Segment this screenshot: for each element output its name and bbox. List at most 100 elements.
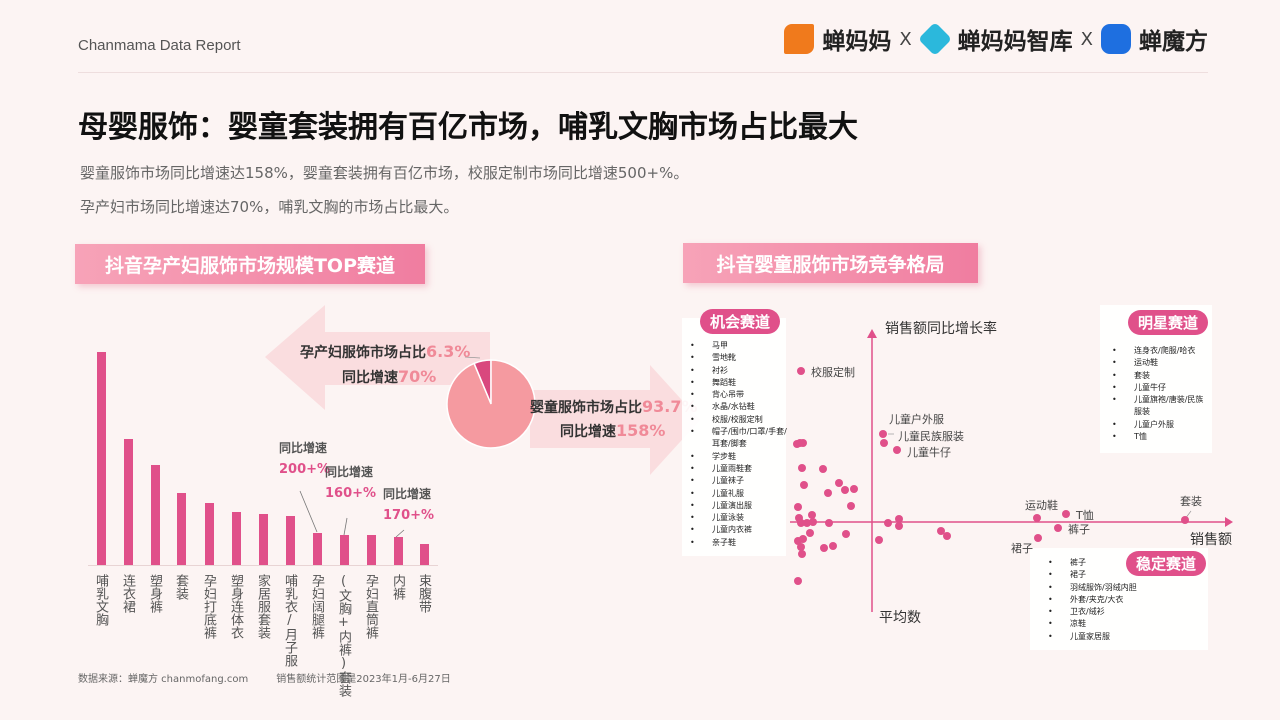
separator: X [1080,28,1093,50]
scatter-point [825,519,833,527]
scatter-point [794,577,802,585]
scatter-point [884,519,892,527]
scatter-point [850,485,858,493]
bar-label: 哺乳衣/月子服 [282,574,297,667]
scatter-point-labeled [797,367,805,375]
bar [176,492,186,565]
list-item: 儿童户外服 [1112,419,1206,432]
list-item: 儿童雨鞋套 [690,463,792,476]
point-label: 儿童户外服 [889,413,944,426]
bar [258,513,268,565]
bar-label: (文胸+内裤)套装 [336,574,351,697]
scatter-point [829,542,837,550]
source-text: 数据来源：蝉魔方 chanmofang.com [78,674,249,685]
scatter-point [820,544,828,552]
left-arrow [265,305,490,410]
bar-label: 连衣裙 [120,574,135,613]
list-item: 凉鞋 [1048,618,1190,631]
bar-label: 孕妇阔腿裤 [309,574,324,639]
scatter-point [808,511,816,519]
scatter-point-labeled [893,446,901,454]
scatter-point [798,550,806,558]
list-item: 衬衫 [690,365,792,378]
list-item: 裙子 [1048,569,1190,582]
point-label: 运动鞋 [1025,499,1058,512]
scatter-point-labeled [880,439,888,447]
list-item: 运动鞋 [1112,357,1206,370]
partner-logos: 蝉妈妈 X 蝉妈妈智库 X 蝉魔方 [784,22,1208,56]
annotation-2: 同比增速 160+% [325,465,377,501]
scatter-point [943,532,951,540]
bar [393,537,403,565]
maternal-share-label: 孕产妇服饰市场占比6.3% [300,342,471,361]
bar-label: 塑身裤 [147,574,162,613]
bar [96,352,106,565]
bar-label: 塑身连体衣 [228,574,243,639]
list-item: 套装 [1112,370,1206,383]
point-label: 套装 [1180,495,1202,508]
scatter-point [803,519,811,527]
origin-label: 平均数 [879,610,921,626]
bar-label: 哺乳文胸 [93,574,108,626]
point-label: T恤 [1076,509,1094,522]
annotation-3: 同比增速 170+% [383,487,435,523]
opportunity-list: 马甲雪地靴衬衫舞蹈鞋背心吊带水晶/水钻鞋校服/校服定制帽子/围巾/口罩/手套/耳… [690,340,792,549]
scatter-point-labeled [1034,534,1042,542]
right-arrow [530,365,700,475]
bar [312,533,322,565]
bar-label: 孕妇直筒裤 [363,574,378,639]
scatter-point [799,439,807,447]
list-item: 儿童泳装 [690,512,792,525]
bar [150,464,160,565]
logo-chanmofang: 蝉魔方 [1139,29,1208,55]
y-axis-arrow [867,329,877,338]
bar [285,516,295,565]
list-item: 裤子 [1048,557,1190,570]
list-item: 学步鞋 [690,451,792,464]
footer: 数据来源：蝉魔方 chanmofang.com 销售额统计范围是2023年1月-6… [78,670,451,685]
divider [78,72,1208,73]
scatter-point [809,518,817,526]
bar [419,543,429,565]
scatter-point [937,527,945,535]
list-item: 儿童内衣裤 [690,524,792,537]
list-item: 帽子/围巾/口罩/手套/耳套/脚套 [690,426,792,451]
annotation-1: 同比增速 200+% [279,441,331,477]
y-axis-label: 销售额同比增长率 [885,321,997,337]
bar [123,439,133,565]
list-item: 儿童牛仔 [1112,382,1206,395]
x-axis-label: 销售额 [1190,532,1232,548]
scatter-point-labeled [1033,514,1041,522]
bar [204,503,214,565]
left-banner: 抖音孕产妇服饰市场规模TOP赛道 [75,244,425,284]
scatter-point [797,543,805,551]
stable-list: 裤子裙子羽绒服饰/羽绒内胆外套/夹克/大衣卫衣/绒衫凉鞋儿童家居服 [1048,557,1190,643]
list-item: 水晶/水钻鞋 [690,401,792,414]
bar [231,511,241,565]
list-item: 儿童演出服 [690,500,792,513]
infant-growth-label: 同比增速158% [560,421,666,440]
list-item: 卫衣/绒衫 [1048,606,1190,619]
point-label: 裙子 [1011,542,1033,555]
scatter-point [819,465,827,473]
subtitle-2: 孕产妇市场同比增速达70%，哺乳文胸的市场占比最大。 [80,198,459,216]
chanmofang-logo-icon [1101,24,1131,54]
scatter-point-labeled [879,430,887,438]
bar-label: 孕妇打底裤 [201,574,216,639]
scatter-point [835,479,843,487]
list-item: 背心吊带 [690,389,792,402]
scatter-point [895,522,903,530]
scatter-point [847,502,855,510]
range-text: 销售额统计范围是2023年1月-6月27日 [276,674,451,685]
scatter-point [806,529,814,537]
opportunity-title: 机会赛道 [700,309,781,334]
scatter-point [799,535,807,543]
scatter-point-labeled [1054,524,1062,532]
bar-label: 家居服套装 [255,574,270,639]
separator: X [899,28,912,50]
scatter-point [800,481,808,489]
star-title: 明星赛道 [1128,310,1209,335]
scatter-point [824,489,832,497]
scatter-point [798,464,806,472]
